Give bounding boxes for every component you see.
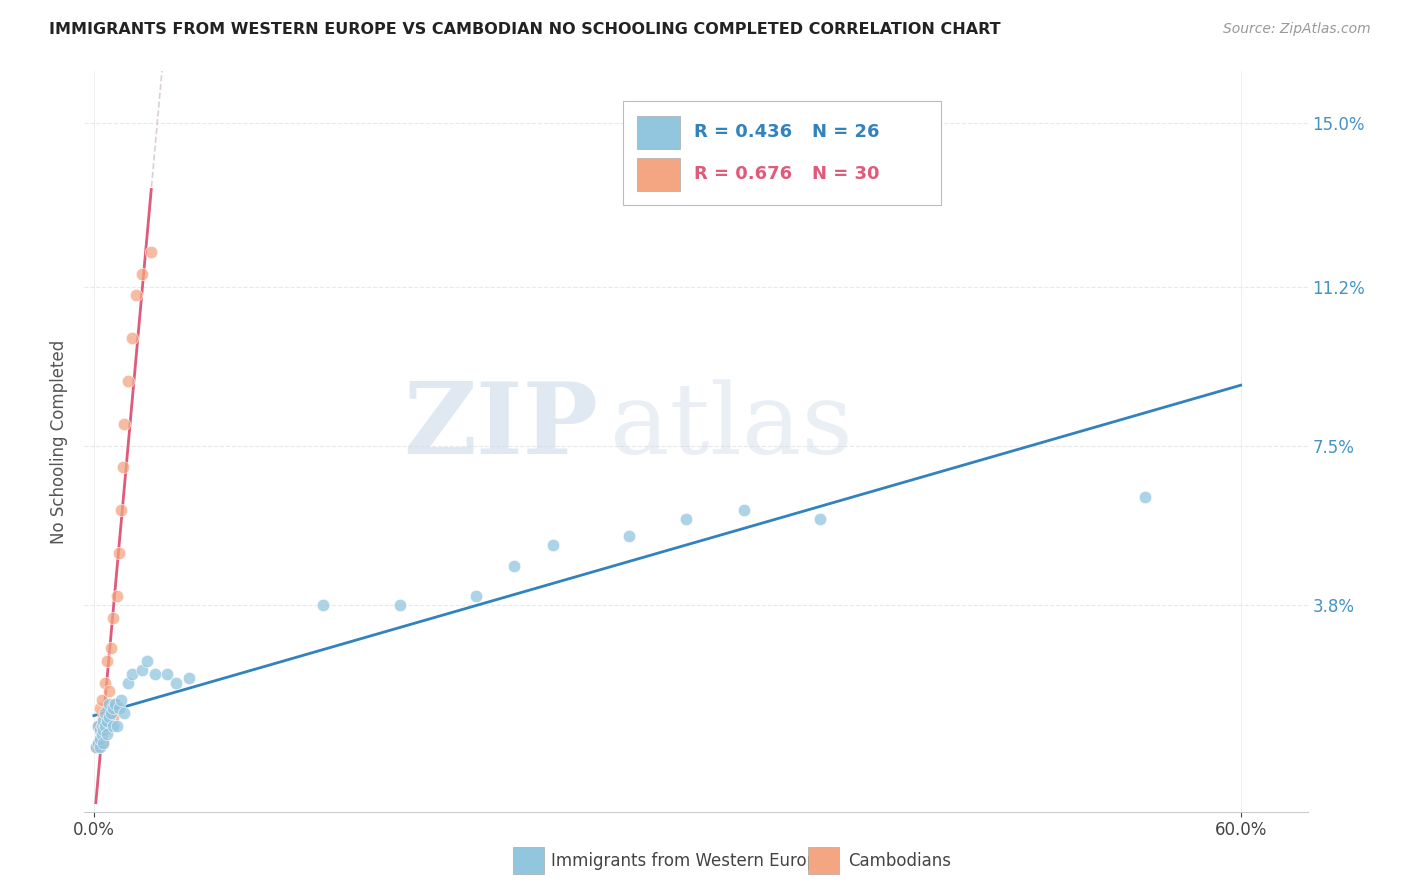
Point (107, 701, 129, 715)
Point (90, 727, 112, 741)
Point (89, 723, 111, 737)
Point (90, 727, 112, 741)
Point (93, 723, 115, 737)
Point (94, 675, 117, 690)
Point (110, 503, 132, 517)
Point (117, 675, 139, 690)
Point (105, 590, 128, 604)
Point (121, 667, 143, 681)
Point (101, 710, 124, 724)
Point (131, 267, 153, 281)
Text: N = 26: N = 26 (813, 123, 880, 141)
Point (388, 598, 411, 612)
Point (105, 718, 128, 732)
Point (84, 740, 107, 755)
Text: Immigrants from Western Europe: Immigrants from Western Europe (551, 852, 828, 870)
Point (179, 671, 201, 685)
Point (1133, 491, 1156, 505)
Point (90, 693, 112, 707)
Y-axis label: No Schooling Completed: No Schooling Completed (51, 340, 69, 543)
Point (165, 675, 187, 690)
Point (143, 667, 166, 681)
Point (100, 641, 122, 656)
Point (101, 718, 124, 732)
Text: IMMIGRANTS FROM WESTERN EUROPE VS CAMBODIAN NO SCHOOLING COMPLETED CORRELATION C: IMMIGRANTS FROM WESTERN EUROPE VS CAMBOD… (49, 22, 1001, 37)
Point (141, 245, 163, 260)
Point (89, 731, 111, 746)
Point (94, 718, 117, 732)
Point (101, 611, 124, 625)
Point (107, 546, 129, 560)
Point (87, 718, 110, 732)
Text: N = 30: N = 30 (813, 164, 880, 183)
Point (87, 740, 110, 755)
Point (96, 727, 118, 741)
Point (94, 706, 117, 720)
Point (98, 710, 121, 724)
Point (93, 710, 115, 724)
Point (114, 706, 136, 720)
FancyBboxPatch shape (623, 101, 941, 204)
Point (125, 288, 148, 302)
Point (96, 654, 118, 668)
Point (541, 538, 564, 552)
Point (93, 736, 115, 750)
Point (94, 723, 117, 737)
Point (90, 718, 112, 732)
Text: ZIP: ZIP (404, 378, 598, 475)
Point (98, 684, 121, 698)
Point (89, 701, 111, 715)
Point (312, 598, 335, 612)
Point (84, 740, 107, 755)
Point (733, 503, 755, 517)
Point (98, 697, 121, 711)
Point (89, 740, 111, 755)
Point (87, 718, 110, 732)
Point (136, 654, 159, 668)
Point (110, 693, 132, 707)
Point (131, 663, 153, 677)
Point (111, 460, 134, 475)
Point (465, 590, 488, 604)
Point (104, 697, 127, 711)
Text: atlas: atlas (610, 379, 853, 475)
Point (98, 714, 121, 729)
Point (93, 714, 115, 729)
Point (89, 731, 111, 746)
Point (87, 736, 110, 750)
Point (503, 559, 526, 574)
Point (104, 697, 127, 711)
Point (617, 529, 640, 543)
Point (114, 417, 136, 432)
Text: R = 0.676: R = 0.676 (693, 164, 792, 183)
Point (117, 374, 139, 388)
Point (100, 706, 122, 720)
Point (100, 706, 122, 720)
Point (808, 512, 831, 526)
Point (93, 736, 115, 750)
Text: Cambodians: Cambodians (848, 852, 950, 870)
Point (675, 512, 697, 526)
Point (101, 701, 124, 715)
FancyBboxPatch shape (637, 116, 681, 149)
Point (96, 714, 118, 729)
Point (96, 718, 118, 732)
Point (121, 331, 143, 345)
Point (155, 667, 177, 681)
Text: Source: ZipAtlas.com: Source: ZipAtlas.com (1223, 22, 1371, 37)
FancyBboxPatch shape (637, 158, 681, 191)
Text: R = 0.436: R = 0.436 (693, 123, 792, 141)
